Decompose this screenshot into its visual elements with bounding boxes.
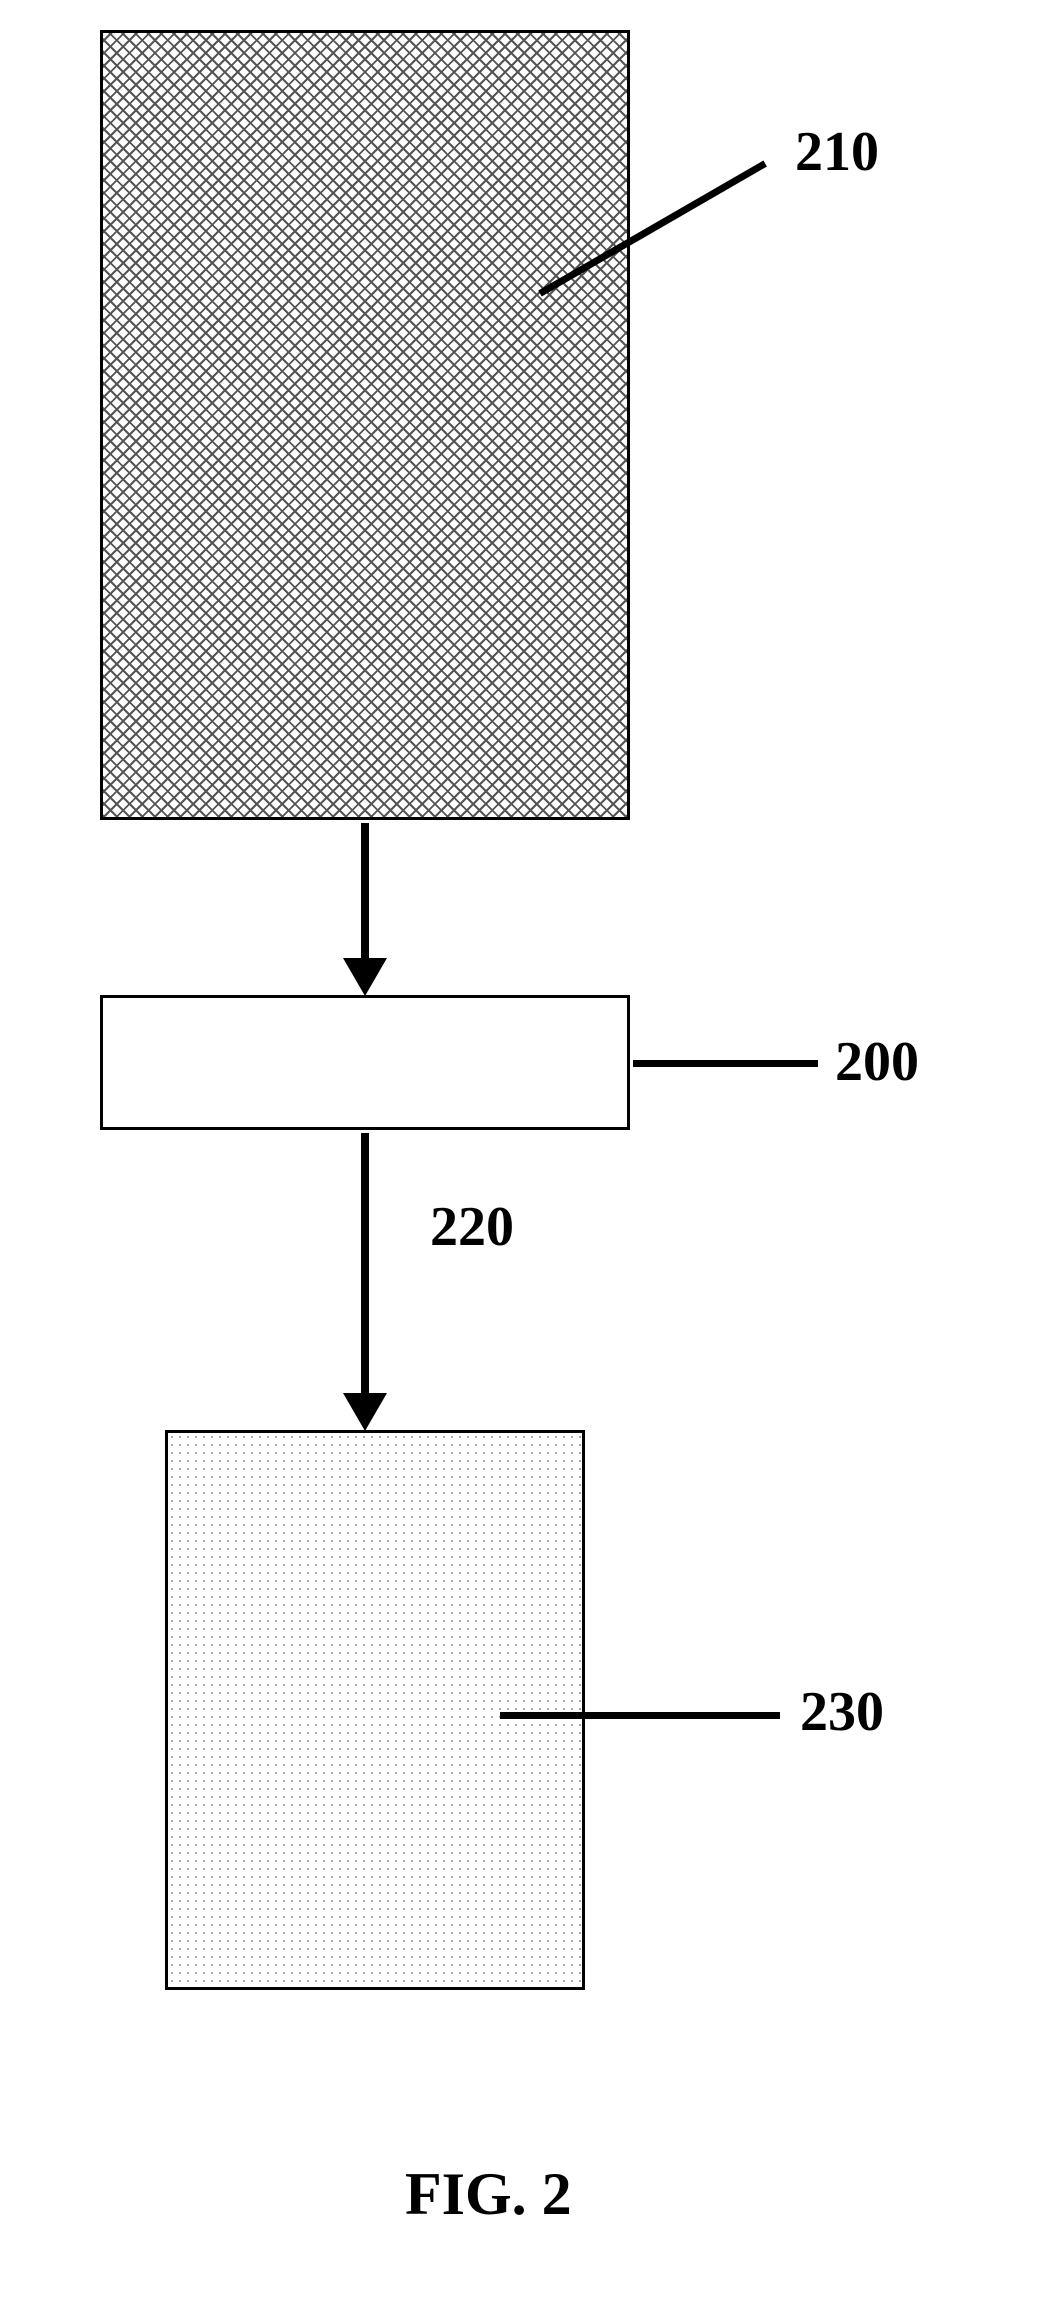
label-230: 230 [800, 1680, 884, 1744]
arrow-head-2 [343, 1393, 387, 1431]
arrow-200-to-230 [361, 1133, 369, 1398]
label-210: 210 [795, 120, 879, 184]
figure-caption: FIG. 2 [405, 2160, 572, 2229]
leader-200 [633, 1060, 818, 1067]
label-200: 200 [835, 1030, 919, 1094]
box-230 [165, 1430, 585, 1990]
arrow-210-to-200 [361, 823, 369, 963]
label-220: 220 [430, 1195, 514, 1259]
arrow-head-1 [343, 958, 387, 996]
box-200 [100, 995, 630, 1130]
box-210 [100, 30, 630, 820]
figure-2-diagram: 210 200 220 230 FIG. 2 [0, 0, 1038, 2313]
leader-230 [500, 1712, 780, 1719]
